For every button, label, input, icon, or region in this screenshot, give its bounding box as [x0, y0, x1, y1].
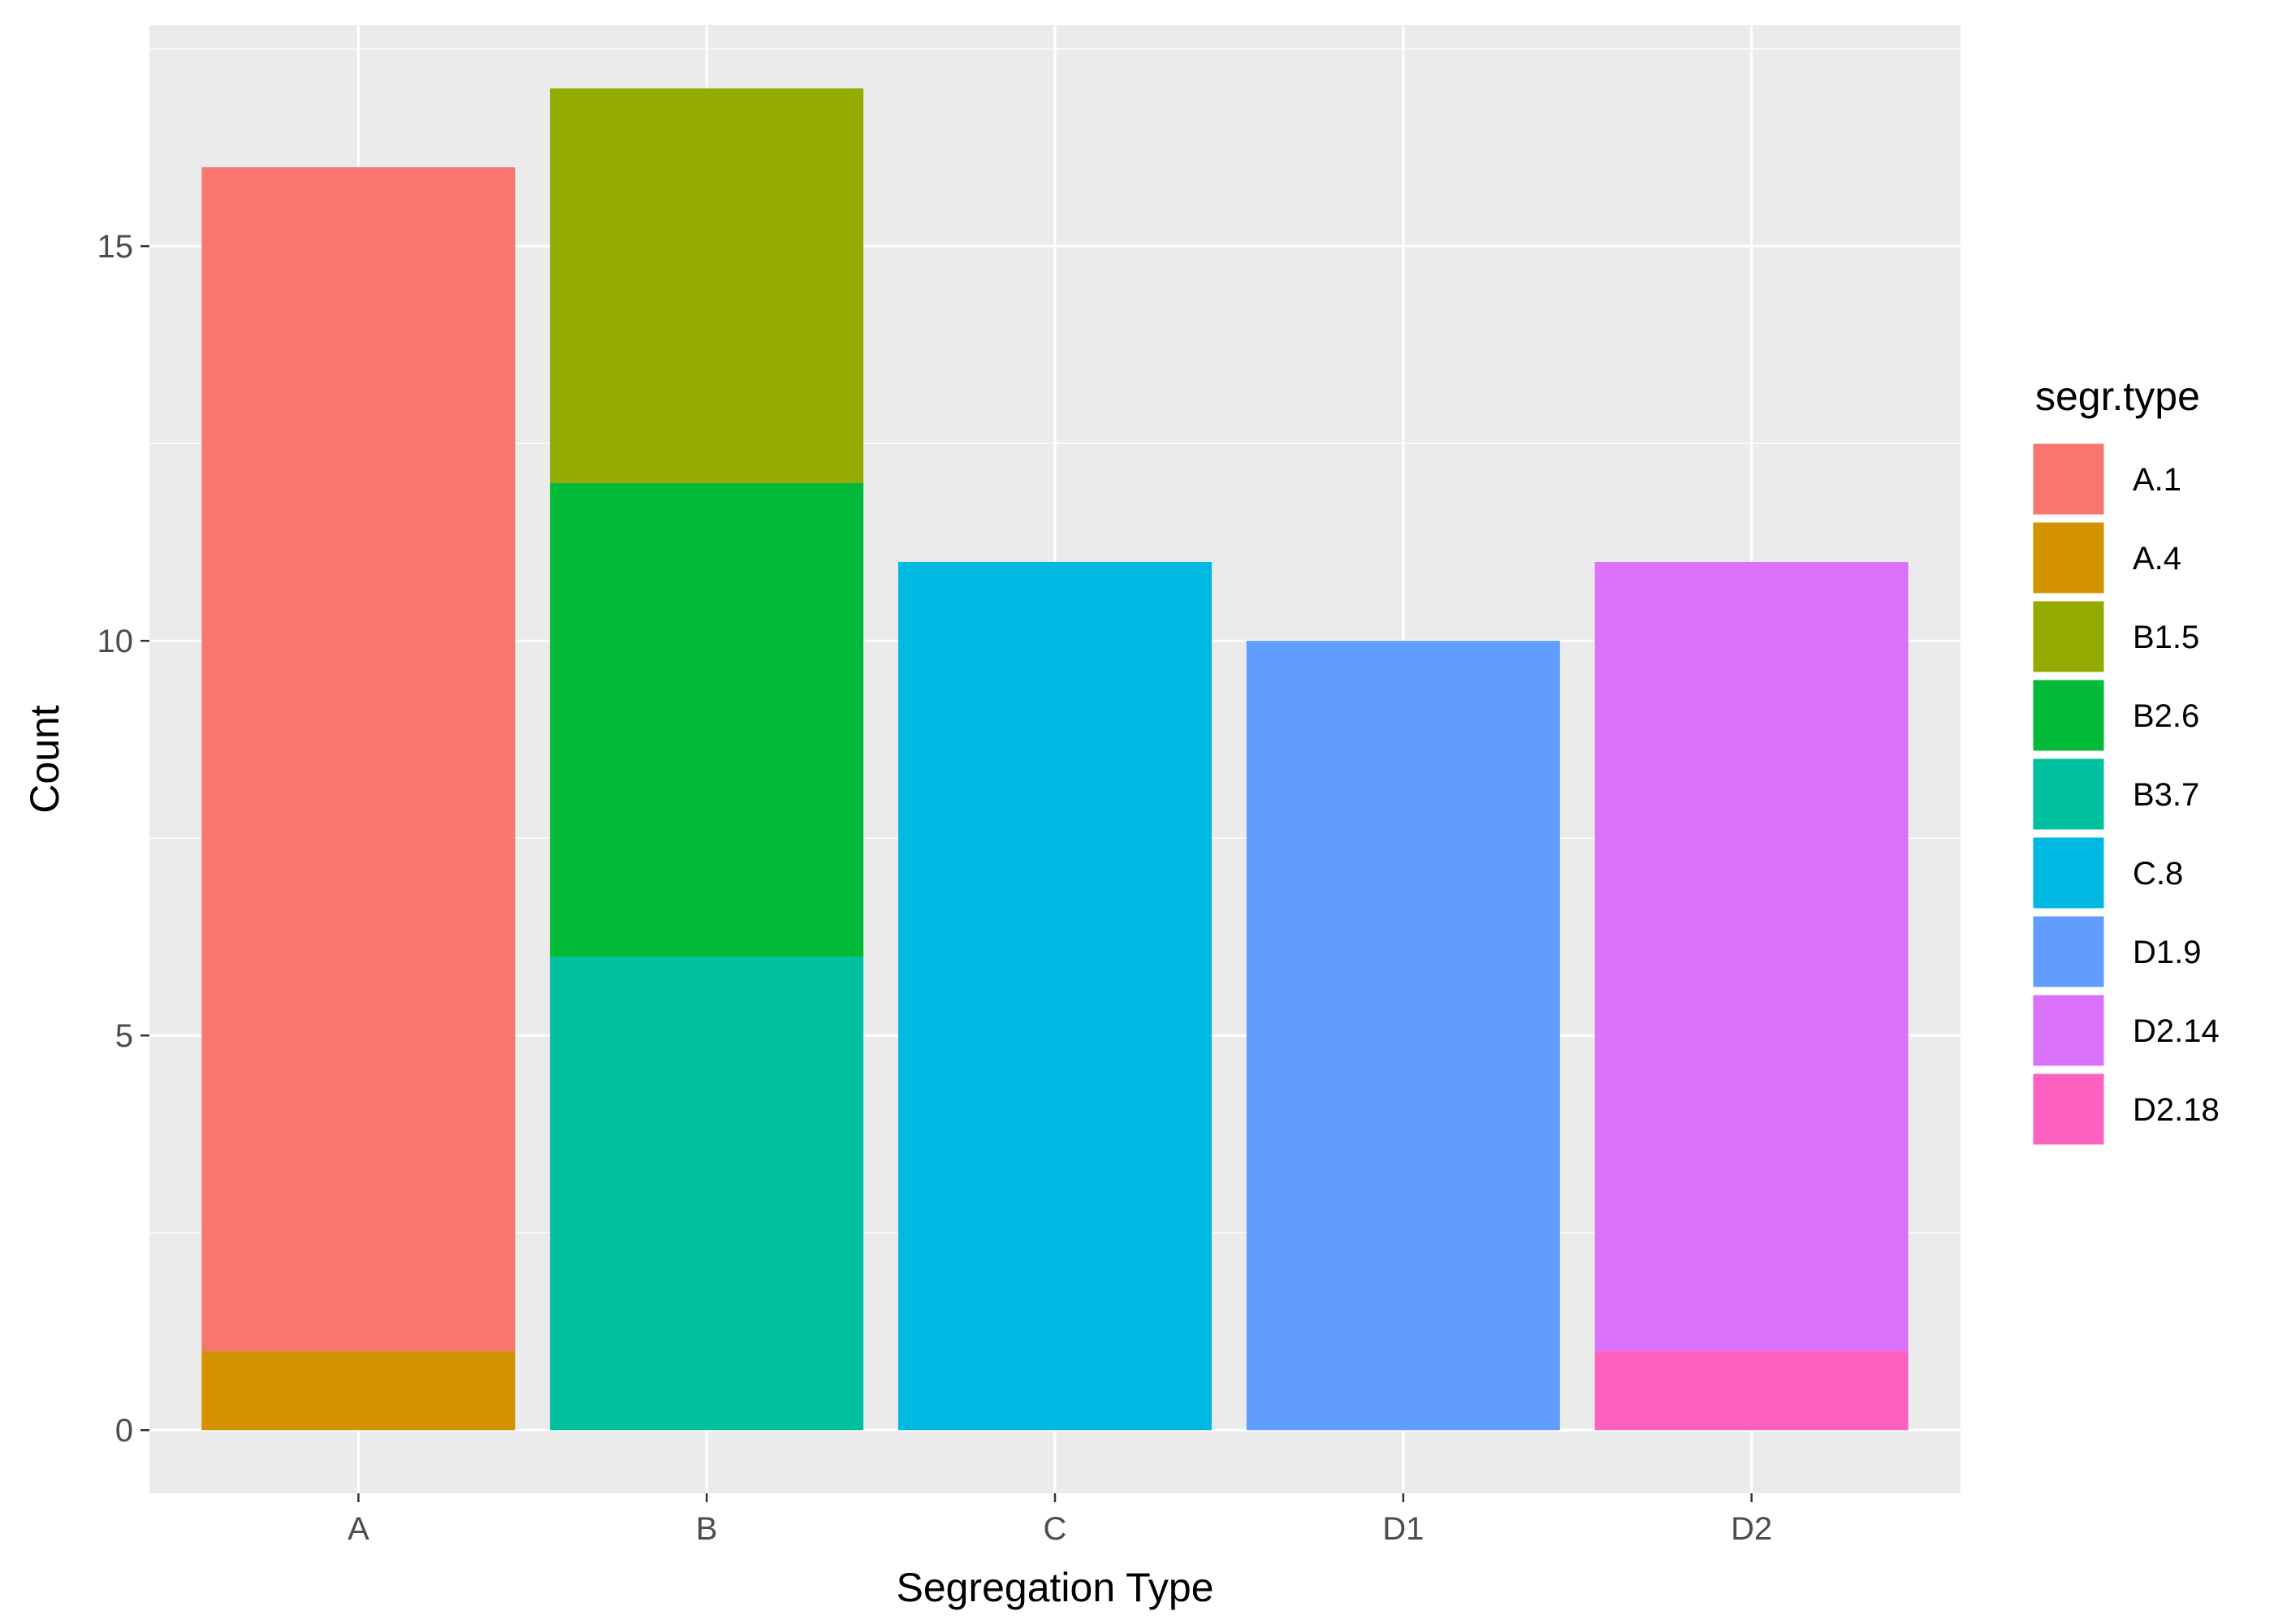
- legend-key-a-4: [2030, 520, 2107, 596]
- legend-key-d1-9: [2030, 914, 2107, 990]
- bar-b-b1-5: [550, 88, 864, 483]
- bar-a-a-4: [201, 1351, 516, 1431]
- legend-title: segr.type: [2035, 374, 2200, 419]
- x-axis-title: Segregation Type: [896, 1565, 1213, 1610]
- legend-label-a-1: A.1: [2133, 462, 2181, 498]
- legend-key-d2-14: [2030, 992, 2107, 1069]
- legend-key-a-1: [2030, 441, 2107, 517]
- x-axis: A B C D1 D2: [348, 1493, 1772, 1547]
- x-tick-label: B: [696, 1511, 718, 1547]
- legend-key-b1-5: [2030, 598, 2107, 675]
- legend-key-d2-18: [2030, 1071, 2107, 1147]
- legend-label-b3-7: B3.7: [2133, 777, 2199, 813]
- x-tick-label: D1: [1382, 1511, 1424, 1547]
- y-axis-title: Count: [22, 705, 67, 814]
- legend-label-b2-6: B2.6: [2133, 698, 2199, 734]
- bar-b-b3-7: [550, 957, 864, 1431]
- bar-c-c-8: [898, 561, 1212, 1431]
- bars: [201, 88, 1909, 1431]
- bar-a-a-1: [201, 166, 516, 1352]
- legend: segr.type A.1 A.4 B1.5 B2.6 B3.7 C.8 D1.9 D2.14…: [2030, 374, 2220, 1147]
- legend-label-d2-18: D2.18: [2133, 1092, 2220, 1128]
- bar-d1-d1-9: [1246, 641, 1560, 1431]
- y-tick-label: 10: [97, 624, 134, 659]
- legend-label-a-4: A.4: [2133, 541, 2181, 577]
- bar-b-b2-6: [550, 482, 864, 957]
- legend-label-c-8: C.8: [2133, 856, 2183, 892]
- x-tick-label: C: [1044, 1511, 1067, 1547]
- legend-key-b2-6: [2030, 677, 2107, 754]
- y-axis: 0 5 10 15: [97, 229, 149, 1449]
- x-tick-label: A: [348, 1511, 370, 1547]
- y-tick-label: 15: [97, 229, 134, 265]
- y-tick-label: 5: [115, 1018, 133, 1054]
- bar-d2-d2-14: [1594, 561, 1909, 1352]
- legend-label-d1-9: D1.9: [2133, 935, 2202, 970]
- legend-key-b3-7: [2030, 756, 2107, 832]
- x-tick-label: D2: [1731, 1511, 1772, 1547]
- legend-label-b1-5: B1.5: [2133, 620, 2199, 655]
- legend-key-c-8: [2030, 835, 2107, 911]
- y-tick-label: 0: [115, 1413, 133, 1449]
- legend-label-d2-14: D2.14: [2133, 1013, 2220, 1049]
- bar-d2-d2-18: [1594, 1351, 1909, 1431]
